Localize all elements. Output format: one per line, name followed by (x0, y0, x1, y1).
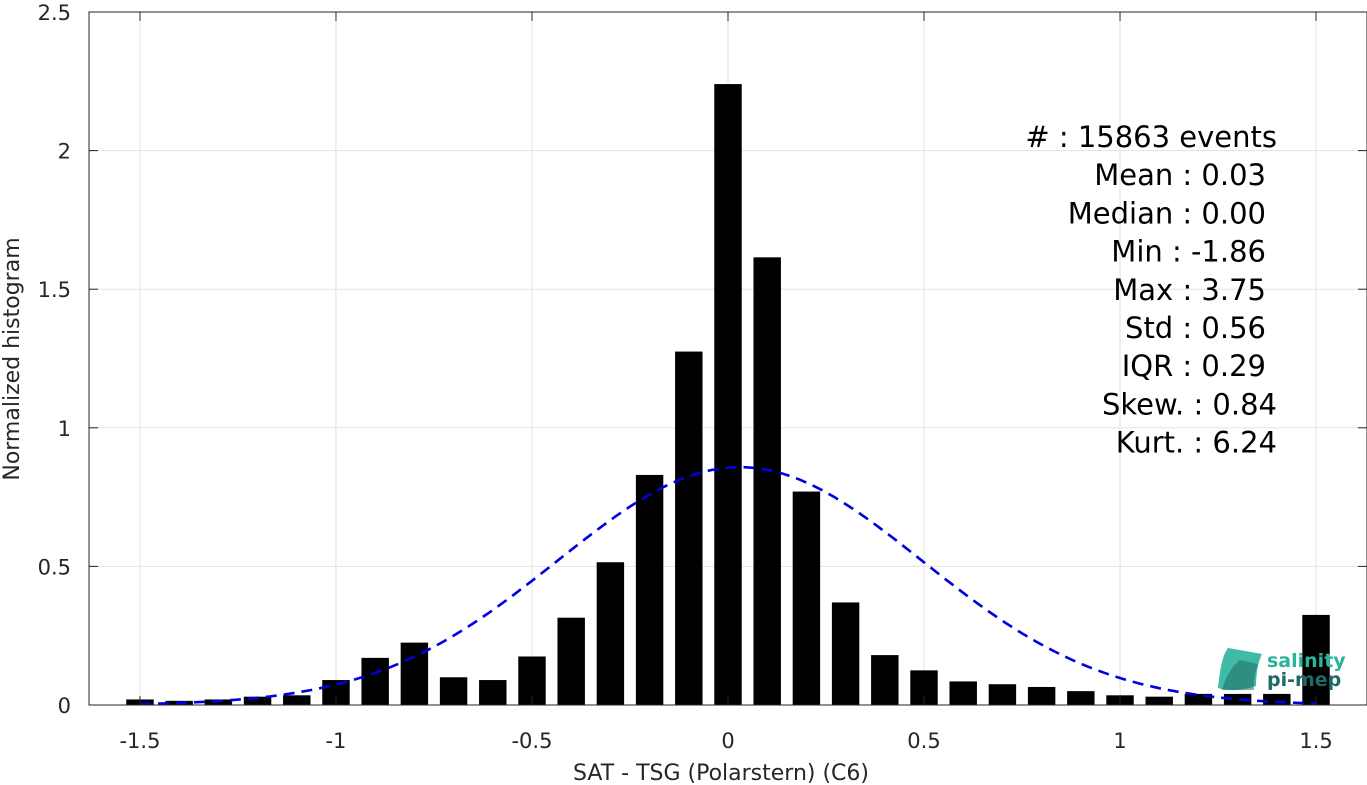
y-tick-label: 2 (58, 140, 71, 164)
histogram-bar (988, 684, 1017, 705)
stats-line: Mean : 0.03 (1094, 158, 1266, 192)
histogram-bar (1067, 691, 1095, 705)
x-tick-label: 1 (1113, 729, 1126, 753)
histogram-bar (596, 562, 625, 705)
stats-line: Kurt. : 6.24 (1116, 426, 1277, 460)
logo-text-salinity: salinity (1267, 650, 1346, 672)
histogram-bar (753, 257, 781, 705)
histogram-bar (479, 680, 507, 705)
histogram-bar (1263, 693, 1291, 705)
stats-line: Skew. : 0.84 (1102, 387, 1277, 421)
statistics-box: # : 15863 events Mean : 0.03 Median : 0.00… (1025, 120, 1277, 460)
stats-line: Max : 3.75 (1113, 273, 1266, 307)
histogram-bar (283, 695, 311, 705)
stats-line: IQR : 0.29 (1122, 349, 1266, 383)
histogram-bar (439, 677, 468, 705)
x-axis-title: SAT - TSG (Polarstern) (C6) (573, 761, 869, 785)
y-tick-label: 0.5 (38, 555, 71, 579)
x-tick-label: 1.5 (1299, 729, 1332, 753)
x-tick-label: 0.5 (907, 729, 940, 753)
histogram-bar (1145, 696, 1173, 705)
x-axis-ticks: -1.5 -1 -0.5 0 0.5 1 1.5 (119, 12, 1333, 753)
histogram-bar (635, 474, 664, 705)
stats-line: Min : -1.86 (1111, 235, 1266, 269)
x-tick-label: -1 (325, 729, 346, 753)
stats-line: Std : 0.56 (1125, 311, 1266, 345)
y-tick-label: 1.5 (38, 278, 71, 302)
histogram-bar (949, 681, 977, 705)
stats-line: Median : 0.00 (1068, 196, 1266, 230)
histogram-bar (243, 696, 272, 705)
histogram-bar (871, 655, 899, 705)
y-tick-label: 0 (58, 694, 71, 718)
histogram-bar (831, 602, 860, 705)
histogram-bar (1027, 686, 1056, 705)
histogram-bar (714, 84, 742, 705)
logo-text-pimep: pi-mep (1267, 669, 1341, 691)
y-axis-title: Normalized histogram (0, 237, 25, 480)
y-tick-label: 1 (58, 417, 71, 441)
histogram-bar (1223, 693, 1252, 705)
histogram-bar (361, 657, 389, 705)
histogram-bar (675, 351, 703, 705)
x-tick-label: -0.5 (511, 729, 552, 753)
y-tick-label: 2.5 (38, 1, 71, 25)
salinity-pi-mep-logo: salinity pi-mep (1218, 648, 1346, 691)
histogram-bar (792, 491, 821, 705)
histogram-bar (1184, 693, 1213, 705)
logo-wave-shadow (1222, 660, 1258, 690)
y-axis-ticks: 0 0.5 1 1.5 2 2.5 (38, 1, 1367, 718)
histogram-bar (1302, 614, 1330, 705)
stats-line: # : 15863 events (1025, 120, 1277, 154)
histogram-bar (557, 617, 585, 705)
x-tick-label: -1.5 (119, 729, 160, 753)
x-tick-label: 0 (721, 729, 734, 753)
normal-fit-curve (140, 465, 1317, 706)
